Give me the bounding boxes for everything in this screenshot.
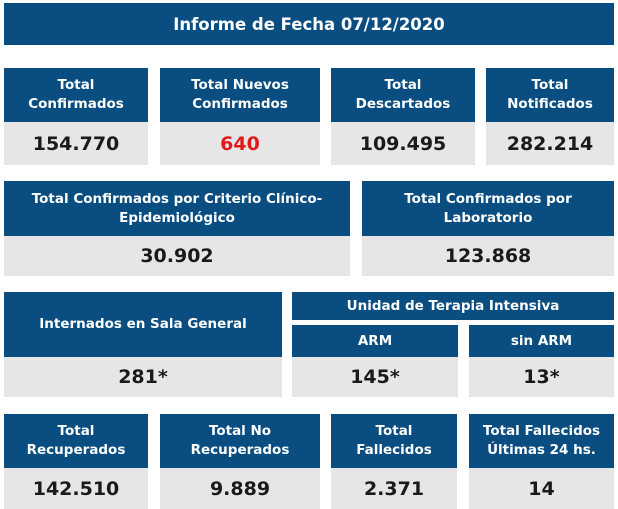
report-title: Informe de Fecha 07/12/2020	[4, 3, 614, 45]
total-nuevos-confirmados-value: 640	[160, 122, 320, 165]
total-no-recuperados-value: 9.889	[160, 468, 320, 509]
total-fallecidos-24hs-label: Total Fallecidos Últimas 24 hs.	[469, 414, 614, 468]
total-confirmados-laboratorio-label: Total Confirmados por Laboratorio	[362, 181, 614, 236]
total-fallecidos-value: 2.371	[331, 468, 457, 509]
total-nuevos-confirmados-label: Total Nuevos Confirmados	[160, 68, 320, 122]
sin-arm-value: 13*	[469, 357, 614, 397]
arm-label: ARM	[292, 325, 458, 357]
total-fallecidos-24hs-value: 14	[469, 468, 614, 509]
internados-sala-general-label: Internados en Sala General	[4, 292, 282, 357]
arm-value: 145*	[292, 357, 458, 397]
total-no-recuperados-label: Total No Recuperados	[160, 414, 320, 468]
total-confirmados-value: 154.770	[4, 122, 148, 165]
total-notificados-value: 282.214	[486, 122, 614, 165]
total-recuperados-value: 142.510	[4, 468, 148, 509]
total-descartados-value: 109.495	[331, 122, 475, 165]
sin-arm-label: sin ARM	[469, 325, 614, 357]
total-notificados-label: Total Notificados	[486, 68, 614, 122]
total-fallecidos-label: Total Fallecidos	[331, 414, 457, 468]
total-recuperados-label: Total Recuperados	[4, 414, 148, 468]
total-confirmados-criterio-label: Total Confirmados por Criterio Clínico-E…	[4, 181, 350, 236]
total-descartados-label: Total Descartados	[331, 68, 475, 122]
total-confirmados-criterio-value: 30.902	[4, 236, 350, 276]
total-confirmados-laboratorio-value: 123.868	[362, 236, 614, 276]
uti-label: Unidad de Terapia Intensiva	[292, 292, 614, 320]
internados-sala-general-value: 281*	[4, 357, 282, 397]
total-confirmados-label: Total Confirmados	[4, 68, 148, 122]
